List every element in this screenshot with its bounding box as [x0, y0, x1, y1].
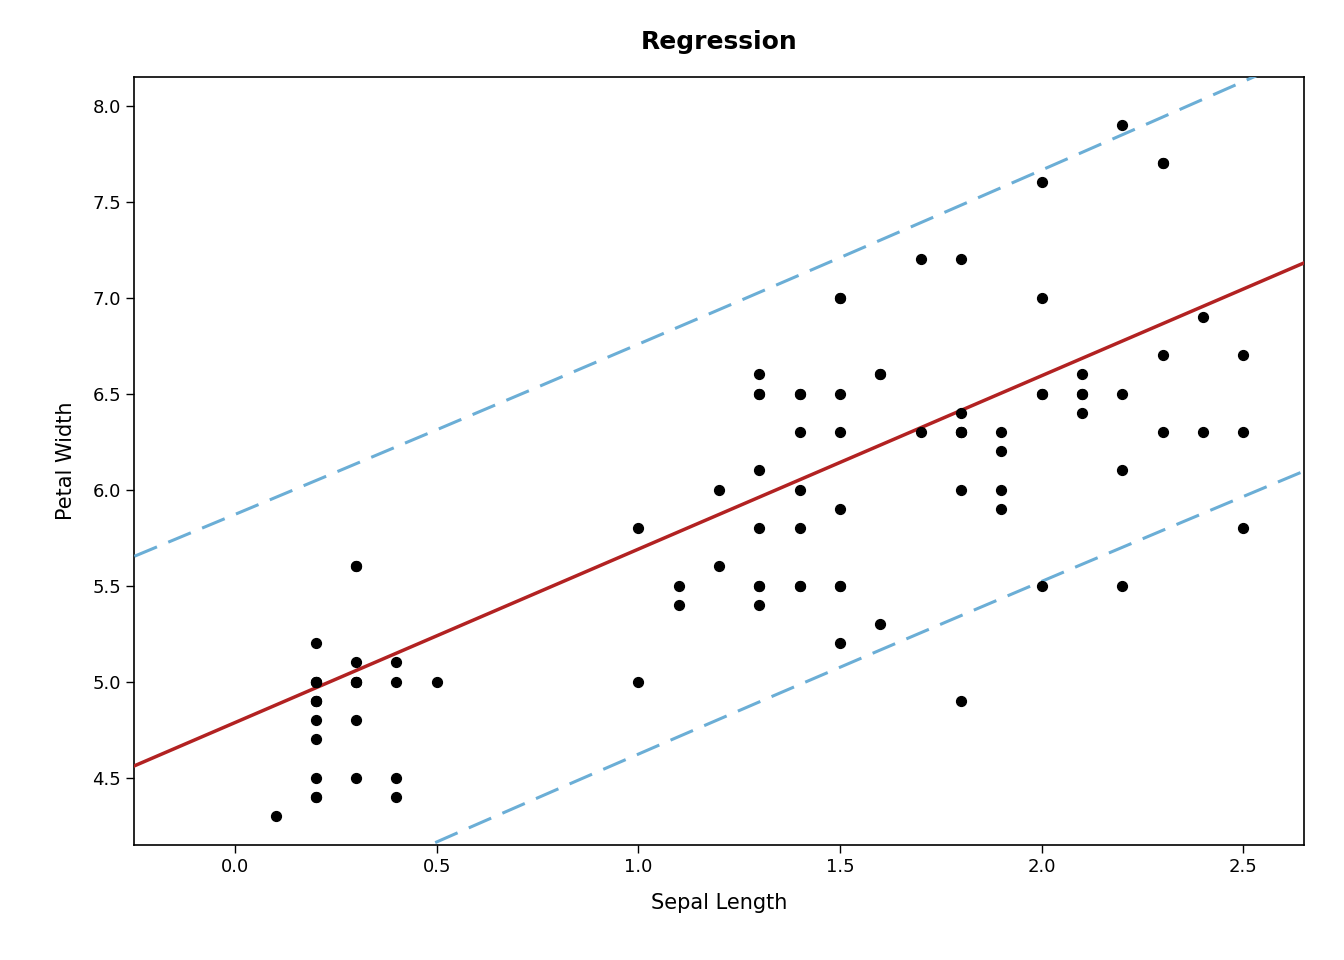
- Point: [950, 693, 972, 708]
- Point: [426, 674, 448, 689]
- Point: [991, 424, 1012, 440]
- Point: [1152, 424, 1173, 440]
- Point: [749, 463, 770, 478]
- Point: [829, 290, 851, 305]
- Point: [950, 252, 972, 267]
- Point: [829, 386, 851, 401]
- Point: [829, 501, 851, 516]
- Point: [870, 367, 891, 382]
- Point: [265, 808, 286, 824]
- Point: [668, 597, 689, 612]
- Point: [345, 559, 367, 574]
- Point: [829, 578, 851, 593]
- Point: [789, 386, 810, 401]
- Point: [708, 482, 730, 497]
- Point: [1152, 156, 1173, 171]
- Point: [1111, 463, 1133, 478]
- Point: [1192, 309, 1214, 324]
- Point: [305, 789, 327, 804]
- Point: [910, 424, 931, 440]
- Point: [305, 789, 327, 804]
- Point: [1232, 348, 1254, 363]
- Point: [829, 424, 851, 440]
- Point: [870, 367, 891, 382]
- Point: [386, 789, 407, 804]
- Point: [1232, 520, 1254, 536]
- Point: [668, 578, 689, 593]
- Point: [950, 424, 972, 440]
- Point: [789, 482, 810, 497]
- Point: [789, 520, 810, 536]
- Point: [829, 290, 851, 305]
- Point: [789, 424, 810, 440]
- Point: [950, 482, 972, 497]
- Point: [305, 674, 327, 689]
- Point: [386, 770, 407, 785]
- Point: [1031, 290, 1052, 305]
- Point: [789, 386, 810, 401]
- Point: [345, 559, 367, 574]
- Point: [950, 424, 972, 440]
- Point: [1152, 156, 1173, 171]
- Point: [829, 578, 851, 593]
- Point: [305, 732, 327, 747]
- Point: [950, 424, 972, 440]
- Point: [305, 674, 327, 689]
- Point: [1071, 386, 1093, 401]
- Point: [1192, 424, 1214, 440]
- Point: [345, 674, 367, 689]
- Point: [991, 444, 1012, 459]
- Point: [345, 674, 367, 689]
- Point: [910, 252, 931, 267]
- Point: [749, 578, 770, 593]
- Point: [1111, 578, 1133, 593]
- Point: [1031, 578, 1052, 593]
- Point: [305, 674, 327, 689]
- Y-axis label: Petal Width: Petal Width: [56, 401, 75, 520]
- Point: [708, 559, 730, 574]
- Point: [749, 386, 770, 401]
- Point: [1152, 348, 1173, 363]
- Point: [386, 674, 407, 689]
- Point: [628, 520, 649, 536]
- Point: [749, 520, 770, 536]
- Point: [749, 597, 770, 612]
- Point: [991, 482, 1012, 497]
- Point: [749, 386, 770, 401]
- Point: [628, 674, 649, 689]
- Title: Regression: Regression: [641, 30, 797, 54]
- Point: [789, 578, 810, 593]
- Point: [749, 367, 770, 382]
- Point: [305, 693, 327, 708]
- Point: [1031, 175, 1052, 190]
- Point: [345, 770, 367, 785]
- Point: [345, 674, 367, 689]
- Point: [1111, 117, 1133, 132]
- Point: [749, 578, 770, 593]
- Point: [345, 655, 367, 670]
- Point: [1071, 386, 1093, 401]
- Point: [1111, 386, 1133, 401]
- Point: [305, 693, 327, 708]
- X-axis label: Sepal Length: Sepal Length: [650, 893, 788, 913]
- Point: [1071, 367, 1093, 382]
- Point: [829, 636, 851, 651]
- Point: [305, 712, 327, 728]
- Point: [870, 616, 891, 632]
- Point: [1031, 386, 1052, 401]
- Point: [305, 636, 327, 651]
- Point: [789, 578, 810, 593]
- Point: [1031, 386, 1052, 401]
- Point: [386, 655, 407, 670]
- Point: [345, 712, 367, 728]
- Point: [1071, 405, 1093, 420]
- Point: [305, 770, 327, 785]
- Point: [991, 501, 1012, 516]
- Point: [950, 405, 972, 420]
- Point: [1232, 424, 1254, 440]
- Point: [305, 693, 327, 708]
